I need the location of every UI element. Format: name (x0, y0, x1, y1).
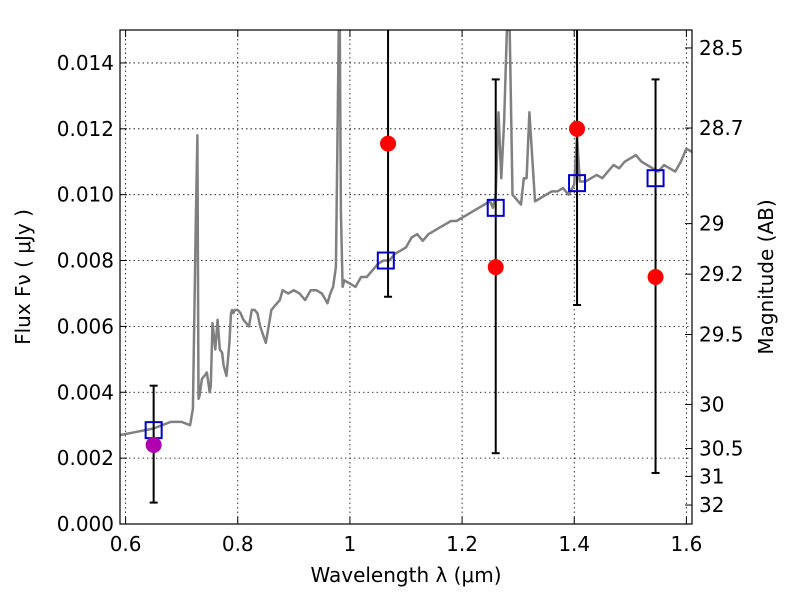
right-y-tick-label: 30.5 (699, 437, 744, 461)
y-tick-label: 0.004 (57, 380, 114, 404)
x-tick-label: 0.8 (222, 532, 254, 556)
y-tick-label: 0.014 (57, 51, 114, 75)
right-y-tick-label: 29.2 (699, 262, 744, 286)
y-tick-label: 0.002 (57, 446, 114, 470)
y-tick-label: 0.008 (57, 249, 114, 273)
series-group (120, 30, 692, 504)
right-y-tick-label: 29.5 (699, 322, 744, 346)
x-tick-label: 1 (344, 532, 357, 556)
right-y-axis-label: Magnitude (AB) (754, 199, 778, 354)
plot-frame (119, 29, 693, 525)
y-axis-label: Flux Fν ( μJy ) (11, 209, 35, 345)
right-y-tick-label: 29 (699, 212, 724, 236)
x-axis-label: Wavelength λ (μm) (310, 563, 501, 587)
x-tick-label: 1.2 (446, 532, 478, 556)
right-y-tick-label: 28.7 (699, 116, 744, 140)
right-y-tick-label: 30 (699, 392, 724, 416)
x-tick-label: 0.6 (110, 532, 142, 556)
y-tick-label: 0.010 (57, 183, 114, 207)
right-y-tick-label: 31 (699, 464, 724, 488)
grid (120, 30, 692, 524)
y-tick-label: 0.006 (57, 314, 114, 338)
right-y-tick-label: 28.5 (699, 36, 744, 60)
y-tick-label: 0.012 (57, 117, 114, 141)
axes: 0.6 0.8 1 1.2 1.4 1.6 0.000 0.002 0.004 0.006 0.00… (57, 30, 744, 556)
model-point (376, 251, 395, 270)
observed-point (487, 259, 504, 276)
observed-point (380, 135, 397, 152)
x-tick-label: 1.6 (670, 532, 702, 556)
observed-point (145, 436, 162, 453)
observed-point (569, 120, 586, 137)
plot-area (120, 30, 692, 504)
spectrum-line (120, 30, 692, 437)
model-point (568, 174, 587, 193)
x-tick-label: 1.4 (558, 532, 590, 556)
right-y-tick-label: 32 (699, 493, 724, 517)
y-tick-label: 0.000 (57, 512, 114, 536)
model-point (486, 198, 505, 217)
model-point (646, 169, 665, 188)
observed-point (647, 269, 664, 285)
